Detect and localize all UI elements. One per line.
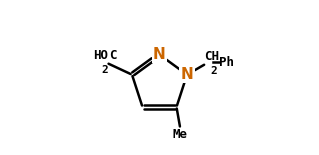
- Text: N: N: [181, 67, 193, 82]
- Text: C: C: [109, 49, 116, 62]
- Text: Ph: Ph: [219, 56, 234, 69]
- Text: 2: 2: [211, 66, 217, 75]
- Text: HO: HO: [93, 49, 108, 62]
- Text: Me: Me: [173, 128, 188, 141]
- Text: CH: CH: [204, 50, 219, 63]
- Text: 2: 2: [101, 65, 108, 75]
- Text: N: N: [153, 47, 166, 62]
